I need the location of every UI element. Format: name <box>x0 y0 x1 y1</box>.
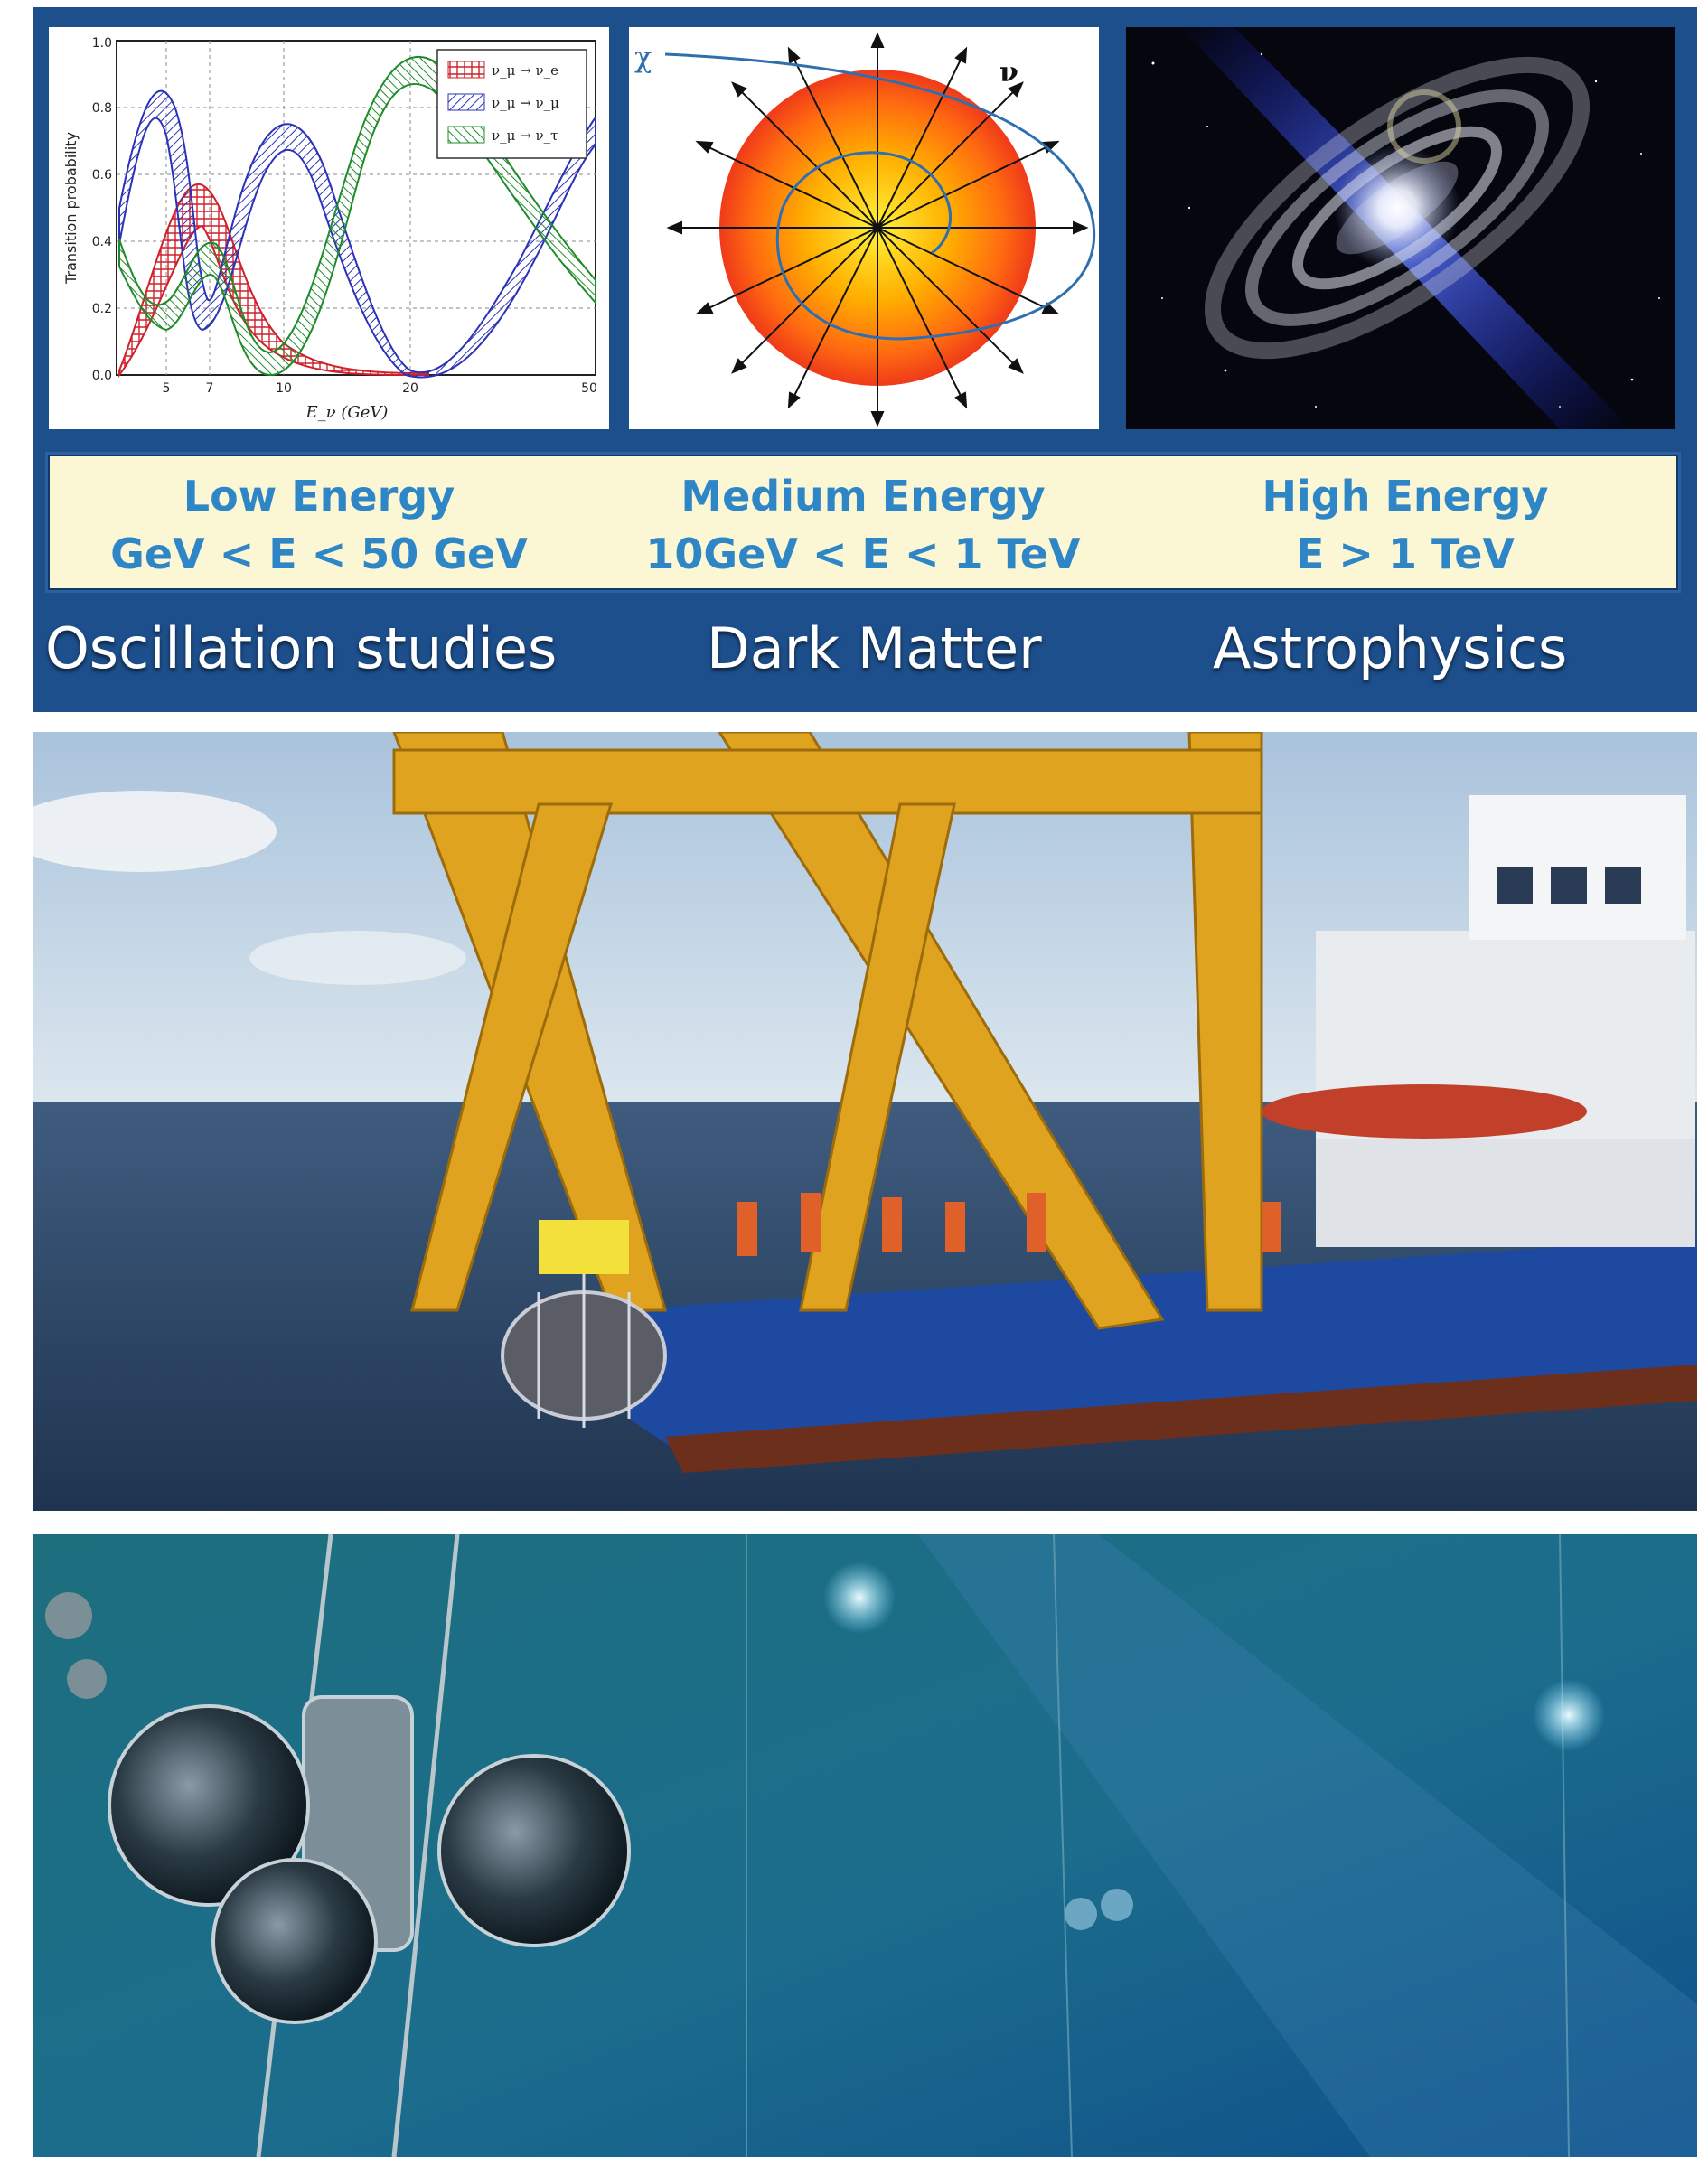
y-tick-4: 0.8 <box>92 101 112 116</box>
y-tick-0: 0.0 <box>92 369 112 383</box>
energy-ranges-box: Low Energy GeV < E < 50 GeV Medium Energ… <box>45 452 1681 593</box>
plot-legend: ν_μ → ν_e ν_μ → ν_μ ν_μ → ν_τ <box>436 49 587 159</box>
low-energy-range: GeV < E < 50 GeV <box>110 530 528 578</box>
x-tick-0: 5 <box>163 381 171 396</box>
band-numu <box>118 89 596 379</box>
nu-label: ν <box>999 57 1018 89</box>
high-energy-title: High Energy <box>1262 472 1549 520</box>
oscillation-plot: ν_μ → ν_e ν_μ → ν_μ ν_μ → ν_τ 0.0 0.2 0.… <box>49 27 609 429</box>
wimp-trajectory <box>664 52 1096 341</box>
x-tick-1: 7 <box>206 381 214 396</box>
ship-photo-svg <box>33 732 1697 1511</box>
astrophysics-image <box>1126 27 1675 429</box>
x-tick-3: 20 <box>402 381 418 396</box>
topic-oscillation: Oscillation studies <box>45 615 558 681</box>
medium-energy-column: Medium Energy 10GeV < E < 1 TeV <box>610 467 1116 583</box>
x-axis-label: E_ν (GeV) <box>305 403 389 422</box>
medium-energy-range: 10GeV < E < 1 TeV <box>645 530 1081 578</box>
bright-core <box>1334 145 1460 271</box>
topic-astrophysics: Astrophysics <box>1213 615 1568 681</box>
y-tick-2: 0.4 <box>92 235 112 249</box>
medium-energy-title: Medium Energy <box>680 472 1046 520</box>
topic-dark-matter: Dark Matter <box>707 615 1042 681</box>
neutrino-rays <box>666 32 1089 427</box>
dark-matter-svg: χ ν <box>634 32 1096 427</box>
high-energy-column: High Energy E > 1 TeV <box>1152 467 1658 583</box>
y-axis-label: Transition probability <box>62 132 80 285</box>
y-tick-3: 0.6 <box>92 168 112 183</box>
y-tick-1: 0.2 <box>92 302 112 316</box>
x-tick-4: 50 <box>581 381 597 396</box>
high-energy-range: E > 1 TeV <box>1295 530 1516 578</box>
x-tick-labels: 5 7 10 20 50 <box>163 381 597 396</box>
legend-numu: ν_μ → ν_μ <box>492 95 559 111</box>
underwater-detector-render <box>33 1534 1697 2157</box>
legend-nutau: ν_μ → ν_τ <box>492 127 558 144</box>
low-energy-title: Low Energy <box>183 472 455 520</box>
legend-nue: ν_μ → ν_e <box>492 62 558 79</box>
dark-matter-diagram: χ ν <box>629 27 1099 429</box>
y-tick-labels: 0.0 0.2 0.4 0.6 0.8 1.0 <box>92 36 112 383</box>
x-tick-2: 10 <box>276 381 292 396</box>
astrophysics-svg <box>1126 27 1675 429</box>
energy-ranges-panel: ν_μ → ν_e ν_μ → ν_μ ν_μ → ν_τ 0.0 0.2 0.… <box>33 7 1697 712</box>
y-tick-5: 1.0 <box>92 36 112 51</box>
lens-flare <box>1387 89 1461 164</box>
low-energy-column: Low Energy GeV < E < 50 GeV <box>66 467 572 583</box>
oscillation-plot-svg: ν_μ → ν_e ν_μ → ν_μ ν_μ → ν_τ 0.0 0.2 0.… <box>62 36 597 422</box>
chi-label: χ <box>634 40 652 74</box>
underwater-svg <box>33 1534 1697 2157</box>
plot-frame <box>116 40 596 376</box>
deployment-ship-photo <box>33 732 1697 1511</box>
